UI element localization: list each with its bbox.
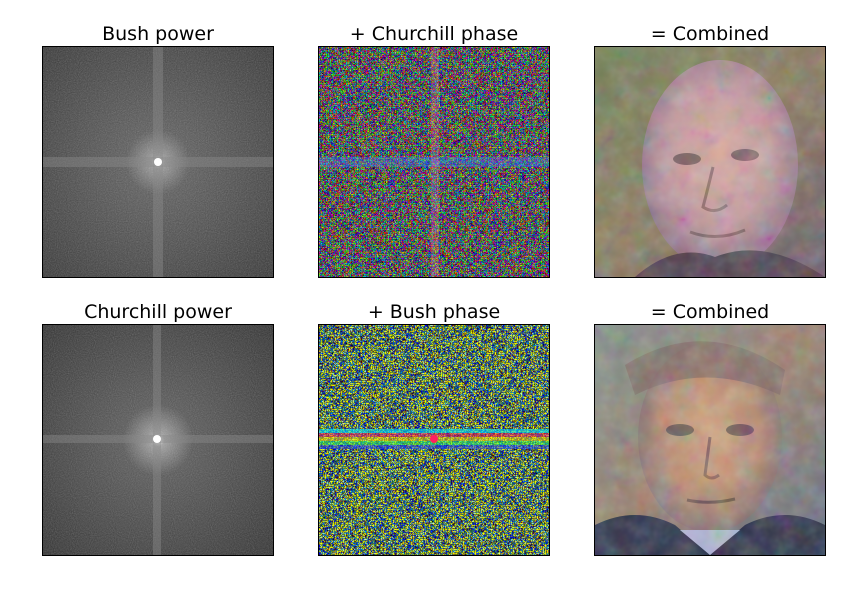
- bush-phase-spectrum-image: [318, 324, 550, 556]
- panel-title-combined-2: = Combined: [650, 301, 770, 323]
- panel-title-combined-1: = Combined: [650, 23, 770, 45]
- bush-power-spectrum-image: [42, 46, 274, 278]
- churchill-power-spectrum-image: [42, 324, 274, 556]
- combined-image-churchill: [594, 46, 826, 278]
- panel-title-churchill-phase: + Churchill phase: [349, 23, 519, 45]
- panel-title-bush-phase: + Bush phase: [367, 301, 501, 323]
- panel-title-bush-power: Bush power: [102, 23, 214, 45]
- panel-title-churchill-power: Churchill power: [84, 301, 232, 323]
- combined-image-bush: [594, 324, 826, 556]
- churchill-phase-spectrum-image: [318, 46, 550, 278]
